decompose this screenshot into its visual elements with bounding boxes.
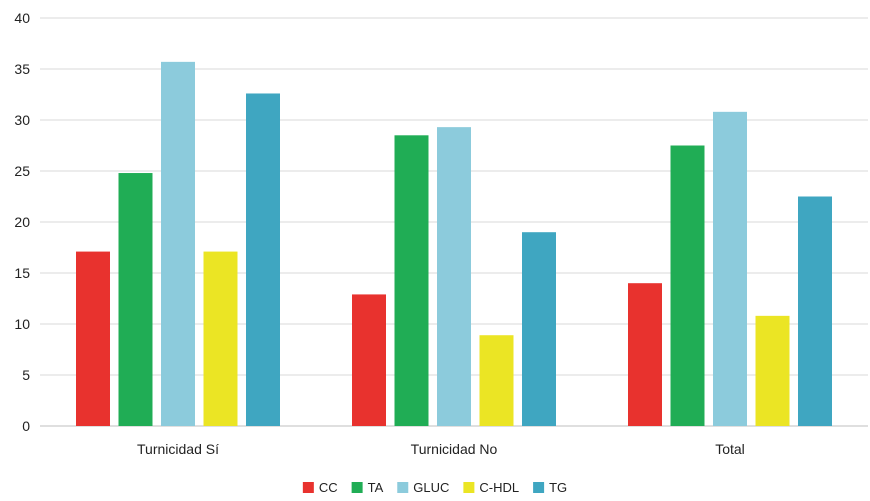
bars (76, 61, 832, 427)
legend-label-tg: TG (549, 480, 567, 495)
y-tick-label: 25 (14, 163, 30, 179)
bar-cc-2 (628, 283, 662, 426)
y-tick-label: 10 (14, 316, 30, 332)
legend-swatch-tg (533, 482, 545, 493)
legend-swatch-cc (302, 482, 314, 493)
bar-ta-1 (394, 135, 429, 427)
legend-swatch-gluc (397, 482, 409, 493)
x-category-label: Turnicidad No (411, 441, 498, 457)
bar-ta-0 (118, 173, 153, 426)
legend: CC TA GLUC C-HDL TG (302, 480, 567, 495)
bar-gluc-2 (713, 111, 747, 426)
legend-label-gluc: GLUC (413, 480, 449, 495)
bar-tg-0 (246, 93, 280, 426)
y-tick-label: 15 (14, 265, 30, 281)
legend-swatch-c-hdl (463, 482, 475, 493)
bar-cc-0 (76, 251, 110, 426)
bar-c-hdl-2 (755, 315, 790, 426)
y-tick-label: 40 (14, 10, 30, 26)
y-tick-label: 5 (22, 367, 30, 383)
y-tick-label: 30 (14, 112, 30, 128)
x-category-label: Total (715, 441, 745, 457)
y-axis-ticks: 0 5 10 15 20 25 30 35 40 (14, 10, 30, 434)
bar-tg-1 (522, 232, 556, 426)
legend-swatch-ta (351, 482, 363, 493)
bar-gluc-1 (437, 127, 471, 426)
y-tick-label: 0 (22, 418, 30, 434)
y-tick-label: 20 (14, 214, 30, 230)
x-axis-categories: Turnicidad Sí Turnicidad No Total (137, 441, 745, 457)
legend-label-c-hdl: C-HDL (479, 480, 519, 495)
bar-cc-1 (352, 294, 386, 426)
bar-c-hdl-0 (203, 251, 238, 426)
x-category-label: Turnicidad Sí (137, 441, 219, 457)
legend-label-ta: TA (368, 480, 384, 495)
y-tick-label: 35 (14, 61, 30, 77)
bar-ta-2 (670, 145, 705, 426)
bar-c-hdl-1 (479, 335, 514, 426)
bar-gluc-0 (161, 61, 195, 427)
legend-label-cc: CC (319, 480, 338, 495)
bar-tg-2 (798, 196, 832, 426)
